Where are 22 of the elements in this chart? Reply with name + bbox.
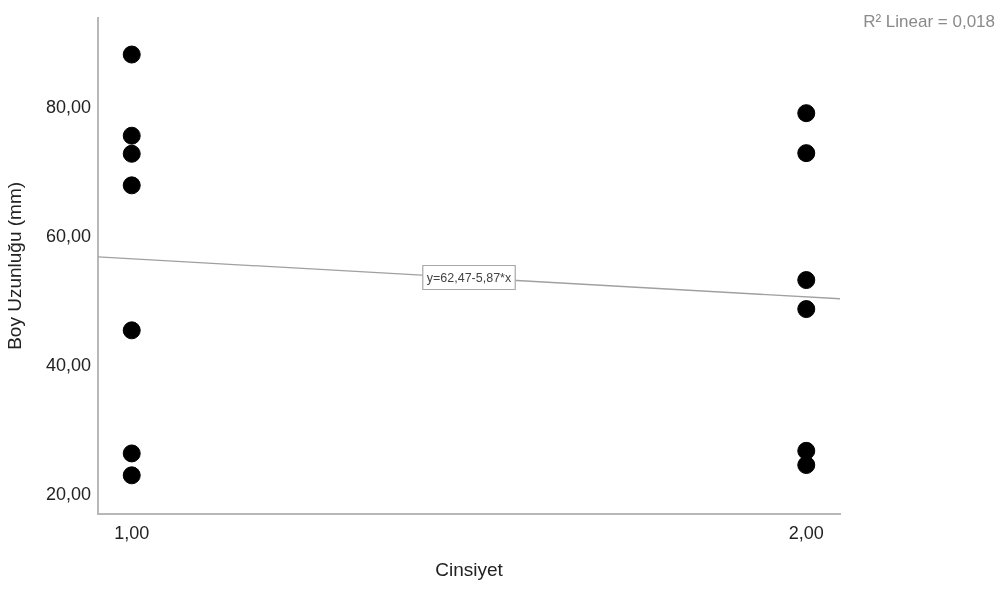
x-axis-title: Cinsiyet	[435, 558, 504, 580]
y-axis-title: Boy Uzunluğu (mm)	[3, 181, 25, 350]
x-tick-label: 1,00	[114, 522, 150, 543]
point	[797, 271, 816, 290]
y-tick-label: 80,00	[45, 96, 91, 117]
point	[122, 321, 141, 340]
point	[122, 144, 141, 163]
point	[797, 456, 816, 475]
point	[122, 126, 141, 145]
point	[797, 104, 816, 123]
point	[797, 300, 816, 319]
y-tick-label: 20,00	[45, 483, 91, 504]
annotation: y=62,47-5,87*x	[426, 270, 512, 285]
point	[122, 45, 141, 64]
x-tick-label: 2,00	[788, 522, 824, 543]
y-tick-label: 40,00	[45, 354, 91, 375]
y-tick-label: 60,00	[45, 225, 91, 246]
point	[122, 176, 141, 195]
text: R² Linear = 0,018	[863, 11, 995, 31]
point	[122, 466, 141, 485]
point	[797, 144, 816, 163]
point	[122, 444, 141, 463]
